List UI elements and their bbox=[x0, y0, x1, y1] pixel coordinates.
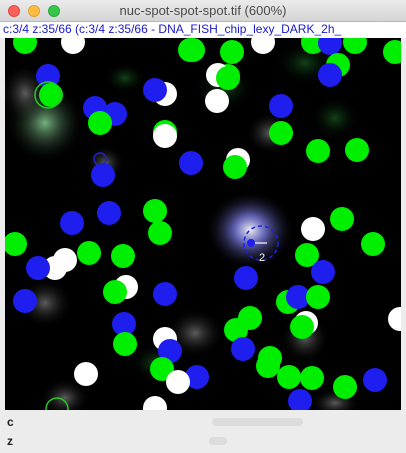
white-spot bbox=[153, 124, 177, 148]
green-spot bbox=[143, 199, 167, 223]
blue-spot bbox=[158, 339, 182, 363]
image-canvas[interactable]: 2 bbox=[5, 38, 401, 410]
green-spot bbox=[216, 66, 240, 90]
green-spot bbox=[343, 38, 367, 54]
green-spot bbox=[300, 366, 324, 390]
green-spot bbox=[150, 357, 174, 381]
annotation-layer: 2 bbox=[34, 81, 279, 410]
spot-overlay bbox=[5, 38, 401, 410]
blue-spot bbox=[318, 63, 342, 87]
green-spot bbox=[224, 318, 248, 342]
green-spot bbox=[256, 354, 280, 378]
green-spot bbox=[277, 365, 301, 389]
window-title: nuc-spot-spot-spot.tif (600%) bbox=[119, 3, 287, 18]
white-spot bbox=[43, 256, 67, 280]
blue-spot bbox=[97, 201, 121, 225]
blue-spot bbox=[234, 266, 258, 290]
green-spot bbox=[181, 38, 205, 62]
blue-spot bbox=[60, 211, 84, 235]
green-spot bbox=[220, 40, 244, 64]
close-window-button[interactable] bbox=[8, 5, 20, 17]
channel-slider[interactable] bbox=[212, 418, 303, 426]
white-spot bbox=[143, 396, 167, 410]
blue-spot bbox=[26, 256, 50, 280]
image-info-bar: c:3/4 z:35/66 (c:3/4 z:35/66 - DNA_FISH_… bbox=[0, 22, 406, 38]
green-spot bbox=[290, 315, 314, 339]
blue-spot bbox=[112, 312, 136, 336]
title-bar: nuc-spot-spot-spot.tif (600%) bbox=[0, 0, 406, 22]
green-spot bbox=[148, 221, 172, 245]
green-spot bbox=[333, 375, 357, 399]
z-slider-row: z bbox=[0, 432, 406, 450]
green-spot bbox=[88, 111, 112, 135]
white-spot bbox=[74, 362, 98, 386]
selected-spot-marker[interactable] bbox=[247, 239, 255, 247]
green-spot bbox=[295, 243, 319, 267]
green-spot bbox=[103, 280, 127, 304]
white-spot bbox=[205, 89, 229, 113]
blue-spot bbox=[36, 64, 60, 88]
minimize-window-button[interactable] bbox=[28, 5, 40, 17]
channel-slider-label: c bbox=[7, 415, 14, 429]
white-spot bbox=[61, 38, 85, 54]
white-spot bbox=[251, 38, 275, 54]
blue-spot bbox=[185, 365, 209, 389]
blue-spot bbox=[91, 163, 115, 187]
blue-spot bbox=[269, 94, 293, 118]
blue-spot bbox=[311, 260, 335, 284]
green-spot bbox=[306, 285, 330, 309]
green-spot bbox=[13, 38, 37, 54]
roi-circle[interactable] bbox=[34, 81, 62, 109]
blue-spot bbox=[231, 337, 255, 361]
green-spot bbox=[345, 138, 369, 162]
roi-circle[interactable] bbox=[45, 397, 69, 410]
white-spot bbox=[166, 370, 190, 394]
green-spot bbox=[330, 207, 354, 231]
z-slider[interactable] bbox=[209, 437, 227, 445]
blue-spot bbox=[286, 285, 310, 309]
white-spot bbox=[301, 217, 325, 241]
green-spot bbox=[223, 155, 247, 179]
blue-spot bbox=[13, 289, 37, 313]
roi-circle[interactable] bbox=[93, 152, 107, 166]
blue-spot bbox=[179, 151, 203, 175]
blue-spot bbox=[153, 282, 177, 306]
green-spot bbox=[111, 244, 135, 268]
green-spot bbox=[113, 332, 137, 356]
green-spot bbox=[77, 241, 101, 265]
channel-slider-row: c bbox=[0, 413, 406, 431]
image-display[interactable]: 2 bbox=[5, 38, 401, 410]
green-spot bbox=[269, 121, 293, 145]
selection-circle[interactable] bbox=[243, 225, 279, 261]
z-slider-label: z bbox=[7, 434, 13, 448]
blue-spot bbox=[318, 38, 342, 55]
green-spot bbox=[306, 139, 330, 163]
green-spot bbox=[5, 232, 27, 256]
selected-spot-label: 2 bbox=[259, 252, 265, 264]
blue-spot bbox=[143, 78, 167, 102]
green-spot bbox=[39, 83, 63, 107]
green-spot bbox=[361, 232, 385, 256]
zoom-window-button[interactable] bbox=[48, 5, 60, 17]
green-spot bbox=[383, 40, 401, 64]
blue-spot bbox=[363, 368, 387, 392]
blue-spot bbox=[288, 389, 312, 410]
white-spot bbox=[388, 307, 401, 331]
